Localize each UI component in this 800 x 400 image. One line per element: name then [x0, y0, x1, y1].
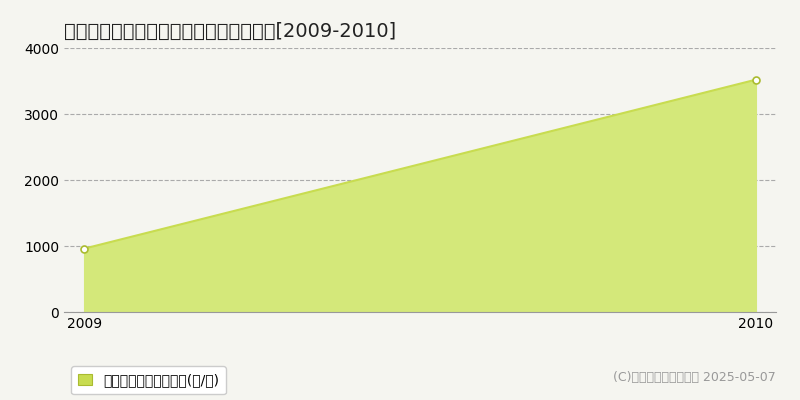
Legend: 林地価格　平均坪単価(円/坪): 林地価格 平均坪単価(円/坪) [71, 366, 226, 394]
Text: (C)土地価格ドットコム 2025-05-07: (C)土地価格ドットコム 2025-05-07 [614, 371, 776, 384]
Text: 多可郡多可町中区曽我井　林地価格推移[2009-2010]: 多可郡多可町中区曽我井 林地価格推移[2009-2010] [64, 22, 396, 41]
